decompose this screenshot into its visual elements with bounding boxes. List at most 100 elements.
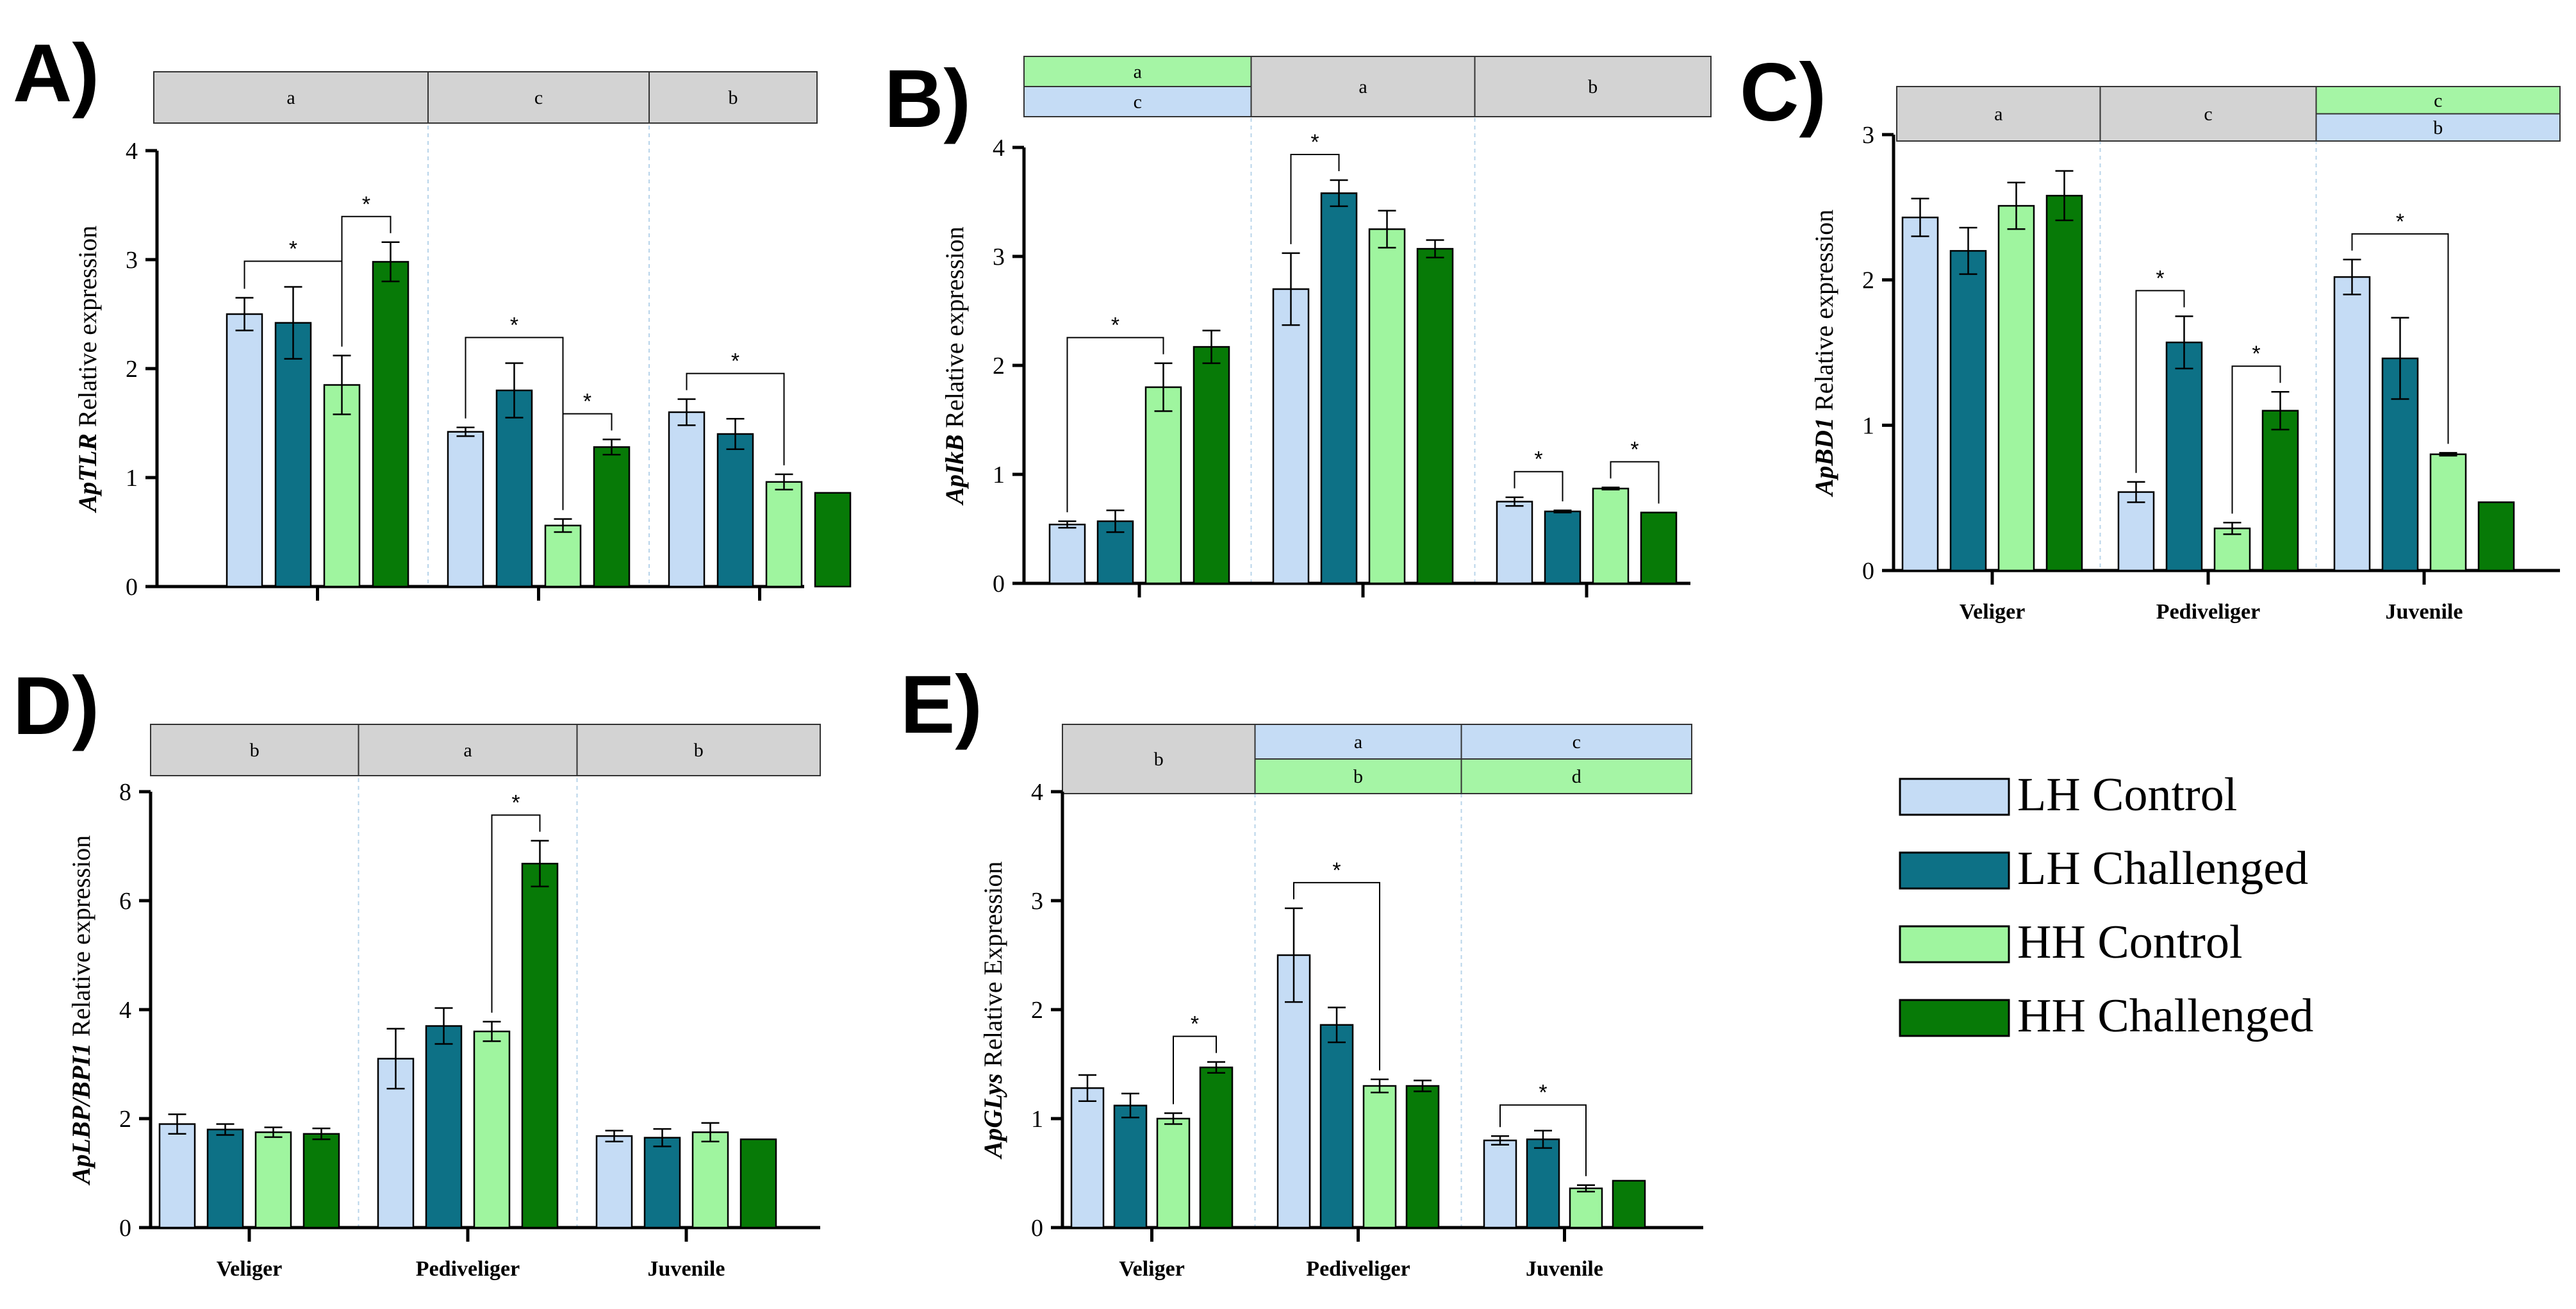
significance-bracket: [562, 413, 613, 510]
y-tick-label: 4: [119, 997, 131, 1024]
y-tick-label: 4: [993, 135, 1005, 162]
bar-lh-control: [1483, 1139, 1517, 1229]
bar-hh-challenged: [302, 1133, 340, 1229]
y-tick-label: 3: [993, 244, 1005, 271]
bar-hh-control: [1362, 1085, 1397, 1229]
legend-label: LH Control: [2017, 769, 2237, 821]
significance-star: *: [1191, 1012, 1199, 1037]
significance-star: *: [1111, 313, 1119, 338]
bar-hh-challenged: [372, 261, 409, 588]
y-axis-label: ApGLys Relative Expression: [978, 862, 1007, 1160]
y-tick-label: 1: [993, 462, 1005, 488]
significance-star: *: [583, 390, 591, 414]
letter-label: c: [1573, 731, 1581, 753]
chart-panel-d: D) b a b 0 2 4 6 8 ApLBP/BPI1 Relative expression…: [13, 660, 821, 1281]
bar-hh-control: [1592, 487, 1630, 585]
legend: LH Control LH Challenged HH Control HH Chal…: [1899, 769, 2313, 1042]
x-tick-label: Juvenile: [648, 1257, 725, 1281]
bar-hh-challenged: [1193, 346, 1230, 585]
bar-hh-control: [544, 524, 582, 588]
letter-label: b: [1353, 766, 1363, 787]
y-tick-label: 4: [1031, 779, 1043, 806]
letter-box: [1254, 724, 1462, 760]
y-tick-label: 0: [126, 574, 138, 601]
x-tick-label: Veliger: [1119, 1257, 1185, 1281]
bar-lh-control: [1272, 288, 1310, 585]
letter-box: [648, 71, 818, 124]
y-tick-label: 8: [119, 779, 131, 806]
letter-label: c: [2204, 104, 2212, 125]
significance-star: *: [2156, 266, 2164, 290]
letter-label: a: [1354, 731, 1362, 753]
letter-label: a: [286, 87, 295, 108]
letter-label: c: [534, 87, 543, 108]
chart-panel-a: A) a c b 0 1 2 3 4 ApTLR Relative expression * * * * *: [13, 28, 852, 601]
letter-box: [1062, 724, 1256, 794]
y-tick-label: 2: [1031, 997, 1043, 1024]
y-tick-label: 0: [993, 571, 1005, 597]
bar-lh-challenged: [2165, 341, 2203, 572]
y-tick-label: 0: [1031, 1215, 1043, 1242]
bar-lh-control: [158, 1123, 196, 1229]
bar-hh-control: [473, 1030, 511, 1229]
bar-hh-challenged: [521, 862, 559, 1229]
legend-label: HH Challenged: [2017, 990, 2313, 1042]
bar-lh-control: [226, 313, 263, 588]
panel-label: E): [900, 659, 982, 751]
y-axis-label-rest: Relative expression: [940, 226, 969, 434]
significance-star: *: [1332, 858, 1341, 883]
y-tick-label: 1: [126, 465, 138, 492]
bar-hh-challenged: [739, 1138, 777, 1229]
letter-box: [427, 71, 650, 124]
significance-bracket: [341, 215, 392, 347]
letter-label: b: [694, 740, 704, 761]
significance-bracket: [491, 814, 541, 1013]
y-axis-label-rest: Relative expression: [73, 226, 102, 433]
y-tick-label: 2: [993, 353, 1005, 379]
letter-label: a: [463, 740, 472, 761]
significance-star: *: [289, 237, 297, 262]
bar-lh-control: [1496, 501, 1533, 585]
legend-swatch: [1899, 778, 2010, 816]
bar-lh-control: [447, 431, 484, 588]
bar-hh-challenged: [1416, 247, 1454, 585]
letter-box: [1254, 758, 1462, 794]
significance-star: *: [362, 192, 370, 217]
bar-lh-challenged: [425, 1025, 463, 1229]
significance-star: *: [1534, 447, 1542, 472]
letter-label: a: [1134, 62, 1142, 83]
significance-bracket: [2135, 290, 2185, 473]
letter-box: [2315, 113, 2561, 142]
bar-hh-challenged: [593, 446, 631, 588]
bar-lh-control: [668, 411, 706, 588]
x-tick-label: Pediveliger: [416, 1257, 520, 1281]
bar-hh-control: [765, 481, 803, 588]
bar-hh-challenged: [1199, 1066, 1234, 1229]
significance-bracket: [1499, 1104, 1587, 1176]
letter-box: [1460, 758, 1692, 794]
x-tick-label: Pediveliger: [1306, 1257, 1410, 1281]
y-tick-label: 0: [119, 1215, 131, 1242]
letter-label: c: [1134, 92, 1142, 113]
y-axis-label: ApIkB Relative expression: [940, 226, 969, 506]
x-tick-label: Juvenile: [2386, 600, 2463, 624]
letter-label: a: [1358, 76, 1367, 97]
y-axis-label-rest: Relative Expression: [978, 862, 1007, 1074]
y-axis-label: ApBD1 Relative expression: [1810, 210, 1838, 498]
bar-hh-challenged: [814, 492, 852, 588]
bar-lh-challenged: [274, 322, 312, 588]
y-tick-label: 1: [1031, 1106, 1043, 1133]
significance-star: *: [511, 791, 520, 815]
letter-label: a: [1994, 104, 2002, 125]
significance-star: *: [731, 349, 739, 374]
letter-box: [2099, 86, 2317, 142]
x-tick-label: Pediveliger: [2156, 600, 2260, 624]
significance-bracket: [2351, 233, 2449, 444]
panel-label: D): [13, 660, 99, 752]
letter-label: d: [1572, 766, 1581, 787]
y-tick-label: 2: [119, 1106, 131, 1133]
letter-label: b: [1154, 749, 1164, 770]
